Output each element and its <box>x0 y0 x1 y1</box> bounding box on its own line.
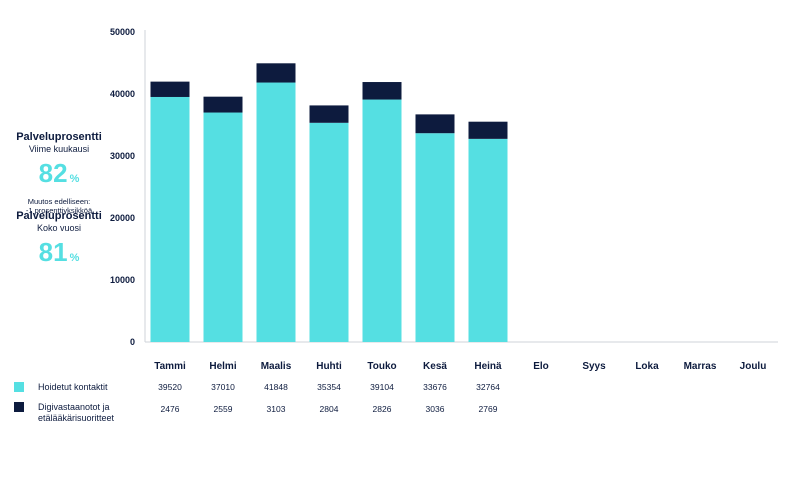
table-cell-contacts-5: 33676 <box>423 382 447 392</box>
x-tick-label-3: Huhti <box>316 361 342 372</box>
y-tick-label: 0 <box>130 337 135 347</box>
change-note-line2: -1 prosenttiyksikköä <box>25 206 93 215</box>
y-tick-label: 10000 <box>110 275 135 285</box>
last-month-title: Palveluprosentti <box>16 131 102 143</box>
legend-swatch-contacts <box>14 382 24 392</box>
bar-contacts-1 <box>203 112 243 343</box>
y-tick-label: 30000 <box>110 151 135 161</box>
last-month-stat: Palveluprosentti Viime kuukausi 82% Muut… <box>0 131 118 215</box>
table-cell-contacts-1: 37010 <box>211 382 235 392</box>
year-subtitle: Koko vuosi <box>36 223 82 233</box>
x-tick-label-2: Maalis <box>261 361 292 372</box>
bar-contacts-3 <box>309 122 349 342</box>
legend-swatch-digital <box>14 402 24 412</box>
legend-label-digital: Digivastaanotot ja etälääkärisuoritteet <box>38 402 115 423</box>
change-note-line1: Muutos edelliseen: <box>27 197 91 206</box>
table-cell-contacts-4: 39104 <box>370 382 394 392</box>
bar-contacts-6 <box>468 138 508 342</box>
bar-digital-1 <box>203 96 243 113</box>
year-title: Palveluprosentti <box>16 210 102 222</box>
year-number: 81 <box>38 237 68 267</box>
legend-label-contacts: Hoidetut kontaktit <box>38 382 108 392</box>
y-tick-label: 20000 <box>110 213 135 223</box>
table-cell-digital-5: 3036 <box>426 404 445 414</box>
bar-digital-5 <box>415 114 455 134</box>
x-tick-label-10: Marras <box>684 361 717 372</box>
bar-contacts-4 <box>362 99 402 342</box>
bar-contacts-2 <box>256 82 296 343</box>
table-cell-contacts-0: 39520 <box>158 382 182 392</box>
table-cell-digital-0: 2476 <box>161 404 180 414</box>
bar-digital-2 <box>256 63 296 83</box>
last-month-subtitle: Viime kuukausi <box>28 144 90 154</box>
y-tick-label: 40000 <box>110 89 135 99</box>
year-value: 81% <box>0 237 118 273</box>
table-cell-digital-6: 2769 <box>479 404 498 414</box>
table-cell-digital-4: 2826 <box>373 404 392 414</box>
y-tick-label: 50000 <box>110 27 135 37</box>
table-cell-contacts-6: 32764 <box>476 382 500 392</box>
x-tick-label-4: Touko <box>367 361 396 372</box>
x-tick-label-9: Loka <box>635 361 659 372</box>
table-cell-digital-2: 3103 <box>267 404 286 414</box>
table-cell-digital-1: 2559 <box>214 404 233 414</box>
last-month-number: 82 <box>38 158 68 188</box>
table-cell-contacts-2: 41848 <box>264 382 288 392</box>
bar-digital-6 <box>468 121 508 139</box>
x-tick-label-1: Helmi <box>209 361 236 372</box>
table-cell-digital-3: 2804 <box>320 404 339 414</box>
last-month-value: 82% <box>0 158 118 194</box>
bar-contacts-0 <box>150 96 190 342</box>
table-cell-contacts-3: 35354 <box>317 382 341 392</box>
x-tick-label-5: Kesä <box>423 361 447 372</box>
bar-digital-0 <box>150 81 190 97</box>
x-tick-label-6: Heinä <box>474 361 502 372</box>
x-tick-label-11: Joulu <box>740 361 767 372</box>
bar-contacts-5 <box>415 133 455 342</box>
bar-digital-4 <box>362 82 402 100</box>
x-tick-label-0: Tammi <box>154 361 186 372</box>
year-stat: Palveluprosentti Koko vuosi 81% <box>0 210 118 273</box>
x-tick-label-8: Syys <box>582 361 606 372</box>
x-tick-label-7: Elo <box>533 361 549 372</box>
year-unit: % <box>69 252 80 264</box>
last-month-unit: % <box>69 173 80 185</box>
bar-digital-3 <box>309 105 349 123</box>
